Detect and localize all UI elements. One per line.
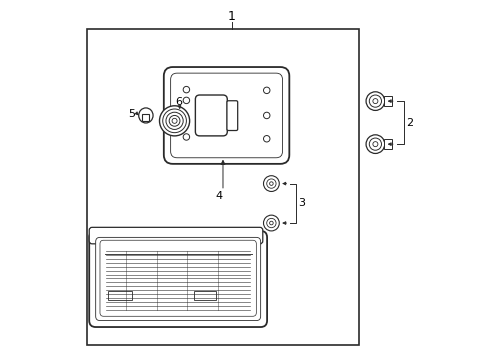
FancyBboxPatch shape — [89, 231, 266, 327]
Bar — [384, 139, 391, 149]
Circle shape — [366, 135, 384, 153]
Circle shape — [263, 112, 269, 119]
FancyBboxPatch shape — [226, 101, 237, 131]
Text: 2: 2 — [406, 118, 412, 128]
Bar — [142, 114, 149, 121]
Circle shape — [263, 135, 269, 142]
Circle shape — [368, 138, 381, 150]
Circle shape — [165, 112, 183, 130]
Circle shape — [183, 134, 189, 140]
Circle shape — [266, 179, 276, 188]
Circle shape — [263, 215, 279, 231]
FancyBboxPatch shape — [108, 291, 131, 300]
Text: 6: 6 — [175, 97, 183, 107]
FancyBboxPatch shape — [89, 227, 262, 244]
FancyBboxPatch shape — [194, 291, 215, 300]
Text: 5: 5 — [128, 109, 135, 119]
Ellipse shape — [139, 108, 153, 123]
FancyBboxPatch shape — [96, 237, 260, 320]
Circle shape — [372, 141, 377, 147]
Circle shape — [372, 99, 377, 104]
Circle shape — [368, 95, 381, 107]
Circle shape — [163, 109, 186, 133]
FancyBboxPatch shape — [100, 240, 256, 316]
Circle shape — [169, 116, 180, 126]
Circle shape — [366, 92, 384, 111]
Bar — [86, 30, 359, 345]
Circle shape — [183, 97, 189, 104]
Circle shape — [183, 86, 189, 93]
FancyBboxPatch shape — [170, 73, 282, 158]
Circle shape — [159, 106, 189, 136]
Circle shape — [263, 176, 279, 192]
Text: 1: 1 — [227, 10, 235, 23]
Text: 4: 4 — [215, 191, 223, 201]
Bar — [384, 96, 391, 106]
Circle shape — [269, 182, 273, 185]
Circle shape — [266, 219, 276, 228]
FancyBboxPatch shape — [195, 95, 227, 136]
Circle shape — [269, 221, 273, 225]
FancyBboxPatch shape — [163, 67, 289, 164]
Circle shape — [263, 87, 269, 94]
Circle shape — [172, 118, 177, 123]
Text: 3: 3 — [298, 198, 305, 208]
